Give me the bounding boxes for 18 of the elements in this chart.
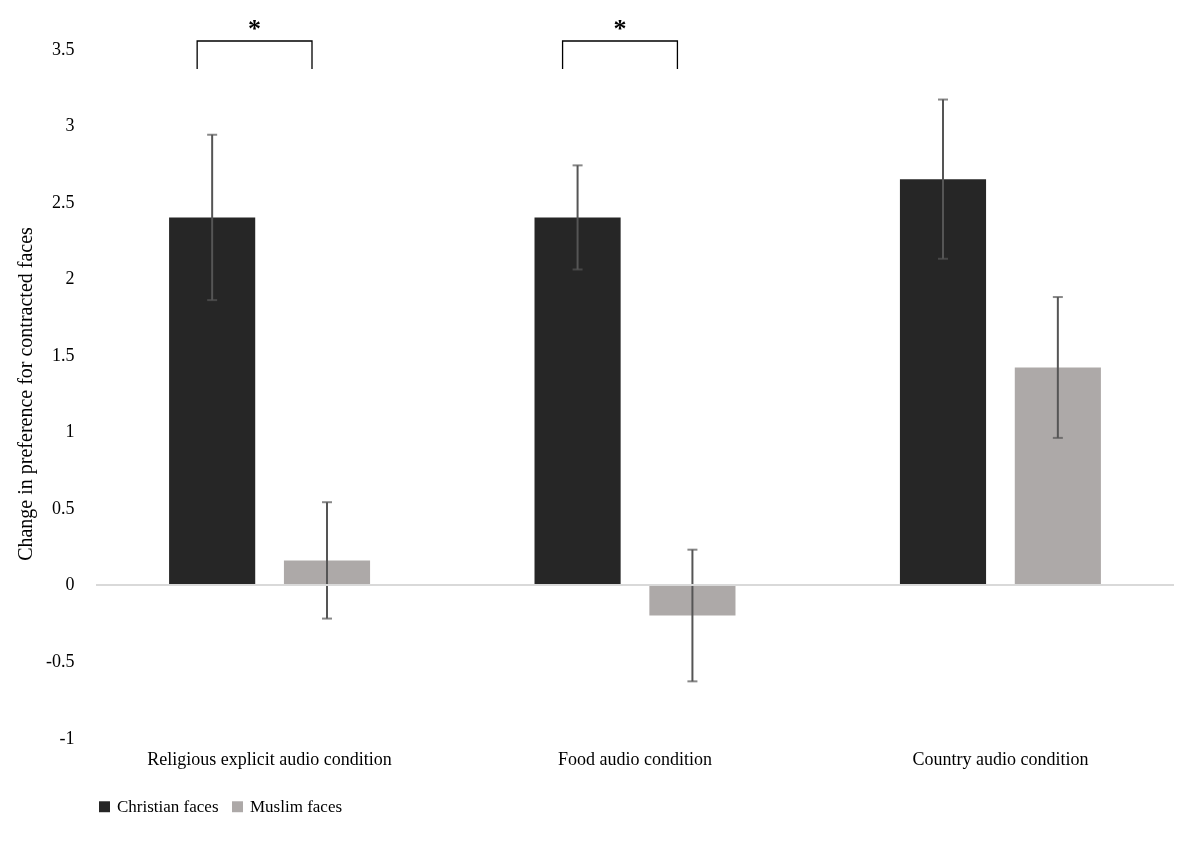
y-tick-label: -0.5 xyxy=(46,650,75,671)
y-tick-label: 3.5 xyxy=(52,38,75,59)
y-tick-label: 1.5 xyxy=(52,344,75,365)
y-tick-label: 0.5 xyxy=(52,497,75,518)
y-tick-label: 1 xyxy=(65,421,75,442)
y-tick-label: 0 xyxy=(65,574,75,595)
legend-label: Muslim faces xyxy=(250,796,343,816)
x-tick-label: Food audio condition xyxy=(558,748,712,769)
y-tick-label: 3 xyxy=(65,115,75,136)
x-tick-label: Country audio condition xyxy=(912,748,1089,769)
y-tick-label: 2.5 xyxy=(52,191,75,212)
y-axis-title: Change in preference for contracted faces xyxy=(14,226,38,561)
text: * xyxy=(613,14,627,43)
legend-label: Christian faces xyxy=(117,796,219,816)
text: * xyxy=(248,14,262,43)
y-tick-label: 2 xyxy=(65,268,75,289)
x-tick-label: Religious explicit audio condition xyxy=(147,748,392,769)
y-tick-label: -1 xyxy=(59,727,75,748)
